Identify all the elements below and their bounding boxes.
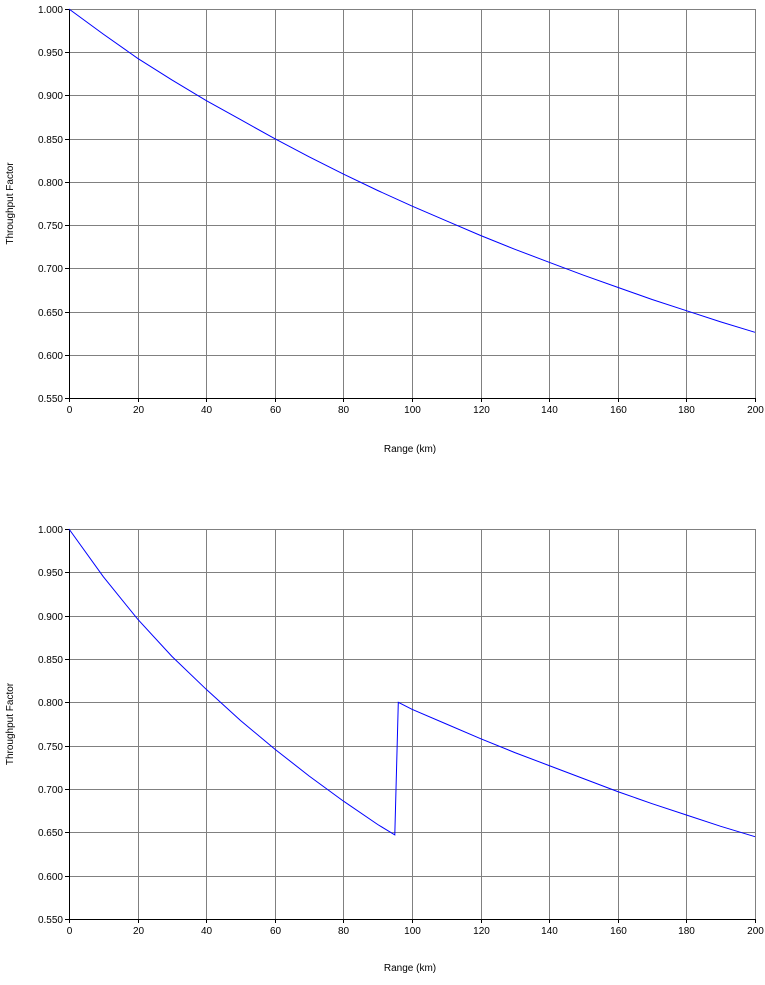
x-tick-label: 40 (201, 405, 213, 416)
y-tick-label: 0.800 (38, 698, 63, 709)
x-tick-label: 140 (541, 405, 558, 416)
x-tick-label: 100 (404, 405, 421, 416)
y-tick-label: 0.650 (38, 308, 63, 319)
x-tick-label: 160 (610, 405, 627, 416)
x-tick-label: 160 (610, 926, 627, 937)
y-tick-label: 0.600 (38, 351, 63, 362)
x-tick-label: 200 (747, 926, 764, 937)
x-tick-label: 120 (473, 405, 490, 416)
y-tick-label: 0.900 (38, 91, 63, 102)
x-tick-label: 100 (404, 926, 421, 937)
y-tick-label: 0.600 (38, 872, 63, 883)
series-line (68, 8, 756, 333)
x-tick-label: 40 (201, 926, 213, 937)
x-tick-label: 0 (67, 405, 73, 416)
y-tick-label: 0.750 (38, 221, 63, 232)
x-tick-label: 80 (338, 405, 350, 416)
x-tick-label: 80 (338, 926, 350, 937)
x-tick-label: 120 (473, 926, 490, 937)
y-tick-label: 0.700 (38, 264, 63, 275)
x-axis-title: Range (km) (384, 444, 436, 455)
x-tick-label: 140 (541, 926, 558, 937)
y-tick-label: 0.700 (38, 785, 63, 796)
y-tick-label: 0.550 (38, 394, 63, 405)
x-tick-label: 60 (270, 405, 282, 416)
y-tick-label: 0.550 (38, 915, 63, 926)
x-tick-label: 200 (747, 405, 764, 416)
x-tick-label: 60 (270, 926, 282, 937)
chart-2: 0 20 40 60 80 100 120 140 160 180 200 0.550 0.600 0.6… (5, 525, 764, 974)
y-tick-label: 1.000 (38, 525, 63, 536)
y-tick-label: 0.750 (38, 742, 63, 753)
y-axis-title: Throughput Factor (5, 682, 16, 765)
y-tick-label: 0.850 (38, 135, 63, 146)
x-tick-label: 180 (678, 926, 695, 937)
y-tick-label: 1.000 (38, 5, 63, 16)
chart-1: 0 20 40 60 80 100 120 140 160 180 200 0.550 0.600 0.6… (5, 5, 764, 455)
y-tick-label: 0.800 (38, 178, 63, 189)
y-tick-label: 0.650 (38, 828, 63, 839)
series-line (68, 528, 756, 838)
y-tick-label: 0.900 (38, 612, 63, 623)
x-tick-label: 20 (133, 926, 145, 937)
y-tick-label: 0.950 (38, 48, 63, 59)
x-axis-title: Range (km) (384, 963, 436, 974)
y-axis-title: Throughput Factor (5, 162, 16, 245)
x-tick-label: 0 (67, 926, 73, 937)
y-tick-label: 0.950 (38, 568, 63, 579)
x-tick-label: 180 (678, 405, 695, 416)
y-tick-label: 0.850 (38, 655, 63, 666)
x-tick-label: 20 (133, 405, 145, 416)
